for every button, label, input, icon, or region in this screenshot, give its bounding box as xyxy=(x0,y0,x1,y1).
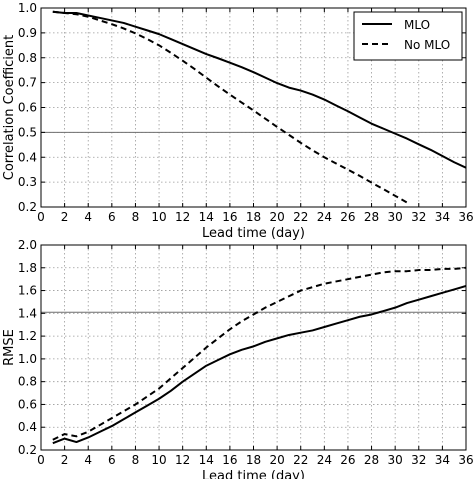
correlation-x-axis-title: Lead time (day) xyxy=(202,226,305,241)
rmse-y-tick-label: 0.4 xyxy=(18,420,37,434)
legend-box xyxy=(353,11,463,61)
rmse-x-ticks: 0 2 4 6 8 10 12 14 16 18 20 22 24 26 28 30 32 34 36 xyxy=(37,245,474,467)
rmse-axes-frame xyxy=(40,244,467,451)
rmse-panel: 0 2 4 6 8 10 12 14 16 18 20 22 24 26 28 30 32 34 36 0.20.4… xyxy=(2,238,474,479)
rmse-y-axis-title: RMSE xyxy=(2,329,17,366)
rmse-x-tick-label: 30 xyxy=(388,453,403,467)
rmse-x-tick-label: 20 xyxy=(269,453,284,467)
rmse-x-tick-label: 2 xyxy=(61,453,69,467)
rmse-y-tick-label: 0.8 xyxy=(18,375,37,389)
legend-label-no-mlo: No MLO xyxy=(404,38,450,52)
rmse-series-mlo-line xyxy=(52,285,466,445)
correlation-y-tick-label: 0.7 xyxy=(18,76,37,90)
rmse-x-tick-label: 24 xyxy=(317,453,332,467)
correlation-x-tick-label: 4 xyxy=(84,210,92,224)
rmse-y-tick-label: 0.6 xyxy=(18,397,37,411)
rmse-y-tick-label: 1.0 xyxy=(18,352,37,366)
rmse-y-tick-label: 1.6 xyxy=(18,284,37,298)
rmse-x-tick-label: 8 xyxy=(132,453,140,467)
legend-label-mlo: MLO xyxy=(404,18,430,32)
correlation-x-tick-label: 2 xyxy=(61,210,69,224)
correlation-x-tick-label: 22 xyxy=(293,210,308,224)
rmse-x-tick-label: 18 xyxy=(246,453,261,467)
correlation-x-tick-label: 12 xyxy=(175,210,190,224)
rmse-x-tick-label: 14 xyxy=(199,453,214,467)
rmse-x-tick-label: 32 xyxy=(411,453,426,467)
rmse-x-tick-label: 36 xyxy=(458,453,473,467)
rmse-x-tick-label: 6 xyxy=(108,453,116,467)
correlation-x-tick-label: 32 xyxy=(411,210,426,224)
rmse-y-tick-label: 1.2 xyxy=(18,329,37,343)
correlation-y-axis-title: Correlation Coefficient xyxy=(2,35,17,181)
correlation-x-tick-label: 34 xyxy=(435,210,450,224)
correlation-series-mlo-line xyxy=(52,10,466,169)
rmse-grid xyxy=(40,244,467,451)
correlation-series-no-mlo-line xyxy=(52,10,408,204)
rmse-y-ticks: 0.2 0.4 0.6 0.8 1.0 1.2 1.4 1.6 1.8 2.0 xyxy=(18,238,466,457)
correlation-y-tick-label: 0.9 xyxy=(18,26,37,40)
rmse-series-no-mlo-line xyxy=(52,266,466,441)
correlation-x-tick-label: 8 xyxy=(132,210,140,224)
correlation-series xyxy=(52,10,466,204)
correlation-x-tick-label: 10 xyxy=(151,210,166,224)
legend: MLO No MLO xyxy=(353,11,463,61)
rmse-x-tick-label: 26 xyxy=(340,453,355,467)
rmse-x-tick-label: 28 xyxy=(364,453,379,467)
correlation-x-tick-label: 18 xyxy=(246,210,261,224)
rmse-x-tick-label: 22 xyxy=(293,453,308,467)
rmse-x-tick-label: 12 xyxy=(175,453,190,467)
rmse-y-tick-label: 1.8 xyxy=(18,261,37,275)
correlation-x-tick-label: 36 xyxy=(458,210,473,224)
rmse-x-tick-label: 4 xyxy=(84,453,92,467)
correlation-x-tick-label: 30 xyxy=(388,210,403,224)
correlation-y-tick-label: 0.6 xyxy=(18,101,37,115)
rmse-y-tick-label: 1.4 xyxy=(18,306,37,320)
correlation-x-tick-label: 14 xyxy=(199,210,214,224)
correlation-y-tick-label: 1.0 xyxy=(18,1,37,15)
rmse-x-tick-label: 34 xyxy=(435,453,450,467)
rmse-x-tick-label: 16 xyxy=(222,453,237,467)
correlation-x-tick-label: 24 xyxy=(317,210,332,224)
rmse-x-tick-label: 10 xyxy=(151,453,166,467)
correlation-x-tick-label: 0 xyxy=(37,210,45,224)
correlation-y-tick-label: 0.5 xyxy=(18,125,37,139)
correlation-x-ticks: 0 2 4 6 8 10 12 14 16 18 20 22 24 26 28 30 32 34 36 xyxy=(37,8,474,224)
rmse-x-axis-title: Lead time (day) xyxy=(202,469,305,479)
correlation-x-tick-label: 6 xyxy=(108,210,116,224)
rmse-x-tick-label: 0 xyxy=(37,453,45,467)
correlation-x-tick-label: 28 xyxy=(364,210,379,224)
correlation-x-tick-label: 20 xyxy=(269,210,284,224)
correlation-y-ticks: 0.2 0.3 0.4 0.5 0.6 0.7 0.8 0.9 1.0 xyxy=(18,1,466,214)
correlation-x-tick-label: 26 xyxy=(340,210,355,224)
correlation-y-tick-label: 0.4 xyxy=(18,150,37,164)
correlation-panel: 0 2 4 6 8 10 12 14 16 18 20 22 24 26 28 30 32 34 36 0.20.3… xyxy=(2,1,474,241)
correlation-y-tick-label: 0.3 xyxy=(18,175,37,189)
rmse-y-tick-label: 2.0 xyxy=(18,238,37,252)
rmse-y-tick-label: 0.2 xyxy=(18,443,37,457)
rmse-plot-border xyxy=(40,244,467,451)
correlation-y-tick-label: 0.8 xyxy=(18,51,37,65)
correlation-y-tick-label: 0.2 xyxy=(18,200,37,214)
correlation-x-tick-label: 16 xyxy=(222,210,237,224)
rmse-series xyxy=(52,266,466,445)
